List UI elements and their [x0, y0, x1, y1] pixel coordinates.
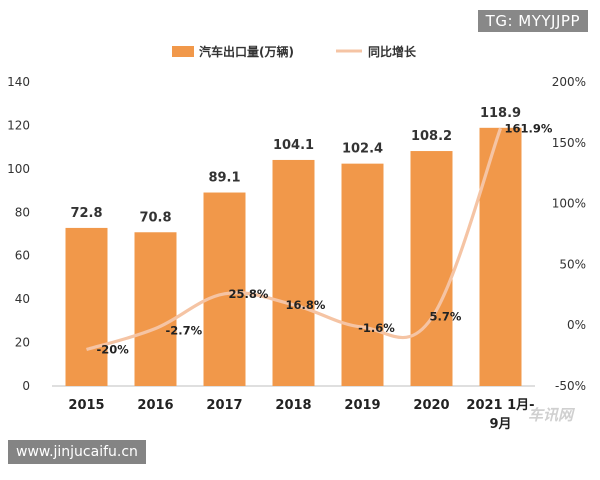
- y-left-tick-label: 120: [7, 118, 30, 132]
- x-tick-label: 2016: [137, 398, 173, 413]
- watermark-url: www.jinjucaifu.cn: [8, 440, 146, 464]
- growth-line: [86, 127, 503, 352]
- legend-swatch-exports: [172, 46, 194, 57]
- y-left-tick-label: 80: [15, 205, 30, 219]
- y-left-tick-label: 100: [7, 162, 30, 176]
- bar-value-label: 108.2: [411, 129, 452, 144]
- bar-value-label: 72.8: [70, 206, 102, 221]
- x-tick-label: 2018: [275, 398, 311, 413]
- bar: [272, 159, 315, 386]
- growth-value-label: 5.7%: [430, 309, 462, 323]
- growth-value-label: 16.8%: [286, 298, 326, 312]
- bar-value-label: 102.4: [342, 142, 383, 157]
- y-right-tick-label: 100%: [552, 197, 586, 211]
- x-tick-label: 2021 1月-: [466, 398, 534, 413]
- y-right-tick-label: -50%: [555, 379, 586, 393]
- y-left-tick-label: 20: [15, 336, 30, 350]
- bar: [410, 151, 453, 386]
- x-tick-label: 2017: [206, 398, 242, 413]
- growth-value-label: -20%: [97, 343, 130, 357]
- bar: [203, 192, 246, 386]
- x-tick-label: 2015: [68, 398, 104, 413]
- chart-legend: 汽车出口量(万辆) 同比增长: [172, 44, 417, 59]
- y-left-tick-label: 60: [15, 249, 30, 263]
- growth-value-label: 25.8%: [229, 287, 269, 301]
- x-tick-label: 9月: [489, 417, 511, 432]
- y-right-tick-label: 150%: [552, 136, 586, 150]
- y-left-tick-label: 140: [7, 75, 30, 89]
- y-left-tick-label: 40: [15, 292, 30, 306]
- data-labels: 72.8 70.8 89.1 104.1 102.4 108.2 118.9 -20% -2.7…: [70, 106, 552, 357]
- legend-label-growth: 同比增长: [368, 44, 417, 59]
- bar: [134, 232, 177, 386]
- x-tick-label: 2019: [344, 398, 380, 413]
- legend-label-exports: 汽车出口量(万辆): [199, 44, 294, 59]
- x-tick-label: 2020: [413, 398, 449, 413]
- y-right-tick-label: 50%: [559, 257, 586, 271]
- bar-value-label: 104.1: [273, 138, 314, 153]
- bar-value-label: 89.1: [208, 171, 240, 186]
- y-right-tick-label: 200%: [552, 75, 586, 89]
- bar-series-exports: [65, 127, 522, 387]
- watermark-telegram: TG: MYYJJPP: [477, 10, 588, 32]
- bar: [65, 227, 108, 386]
- chart-axes: 0 20 40 60 80 100 120 140 -50% 0% 50% 100% 150% 200% 2…: [7, 75, 586, 432]
- bar-value-label: 70.8: [139, 210, 171, 225]
- growth-value-label: 161.9%: [505, 121, 553, 135]
- line-series-growth: [86, 127, 503, 352]
- bar: [479, 127, 522, 387]
- growth-value-label: -2.7%: [166, 323, 203, 337]
- y-right-tick-label: 0%: [567, 318, 586, 332]
- bar-value-label: 118.9: [480, 106, 521, 121]
- watermark-source: 车讯网: [528, 406, 574, 424]
- y-left-tick-label: 0: [22, 379, 30, 393]
- bar: [341, 163, 384, 386]
- growth-value-label: -1.6%: [358, 321, 395, 335]
